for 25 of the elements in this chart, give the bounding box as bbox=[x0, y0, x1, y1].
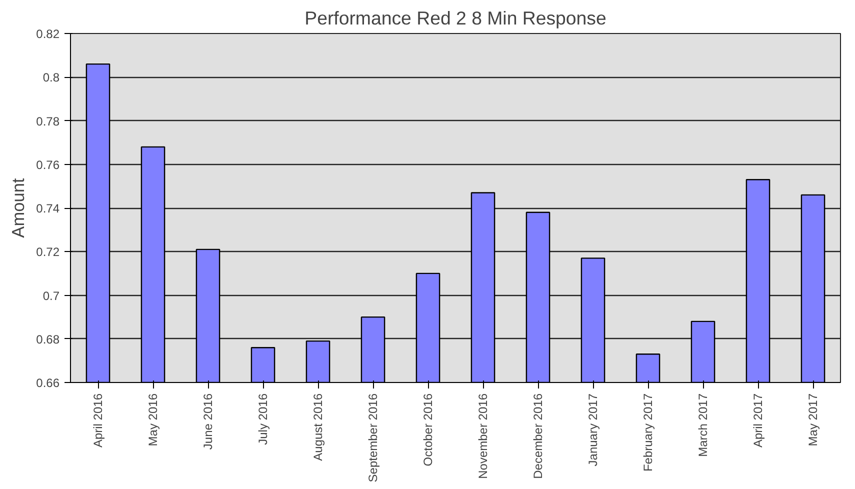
x-tick-label: May 2017 bbox=[806, 393, 820, 446]
y-tick-label: 0.74 bbox=[36, 202, 60, 216]
y-tick-label: 0.78 bbox=[36, 114, 60, 128]
y-tick-label: 0.66 bbox=[36, 376, 60, 390]
x-tick-label: September 2016 bbox=[366, 393, 380, 482]
x-tick-label: June 2016 bbox=[201, 393, 215, 450]
x-tick-label: July 2016 bbox=[256, 393, 270, 445]
x-tick-label: November 2016 bbox=[476, 393, 490, 479]
y-tick-label: 0.68 bbox=[36, 332, 60, 346]
x-tick-label: April 2016 bbox=[91, 393, 105, 448]
y-axis-title: Amount bbox=[8, 178, 28, 238]
x-tick-label: February 2017 bbox=[641, 393, 655, 472]
x-tick-label: May 2016 bbox=[146, 393, 160, 446]
x-tick-label: March 2017 bbox=[696, 393, 710, 457]
x-tick-label: April 2017 bbox=[751, 393, 765, 448]
x-tick-label: January 2017 bbox=[586, 393, 600, 466]
y-tick-label: 0.82 bbox=[36, 27, 60, 41]
y-tick-label: 0.76 bbox=[36, 158, 60, 172]
x-tick-label: August 2016 bbox=[311, 393, 325, 461]
chart-title: Performance Red 2 8 Min Response bbox=[304, 8, 606, 28]
x-tick-label: October 2016 bbox=[421, 393, 435, 466]
y-tick-label: 0.7 bbox=[42, 288, 60, 303]
y-tick-label: 0.8 bbox=[42, 70, 60, 85]
y-tick-label: 0.72 bbox=[36, 245, 60, 260]
x-tick-label: December 2016 bbox=[531, 393, 545, 479]
